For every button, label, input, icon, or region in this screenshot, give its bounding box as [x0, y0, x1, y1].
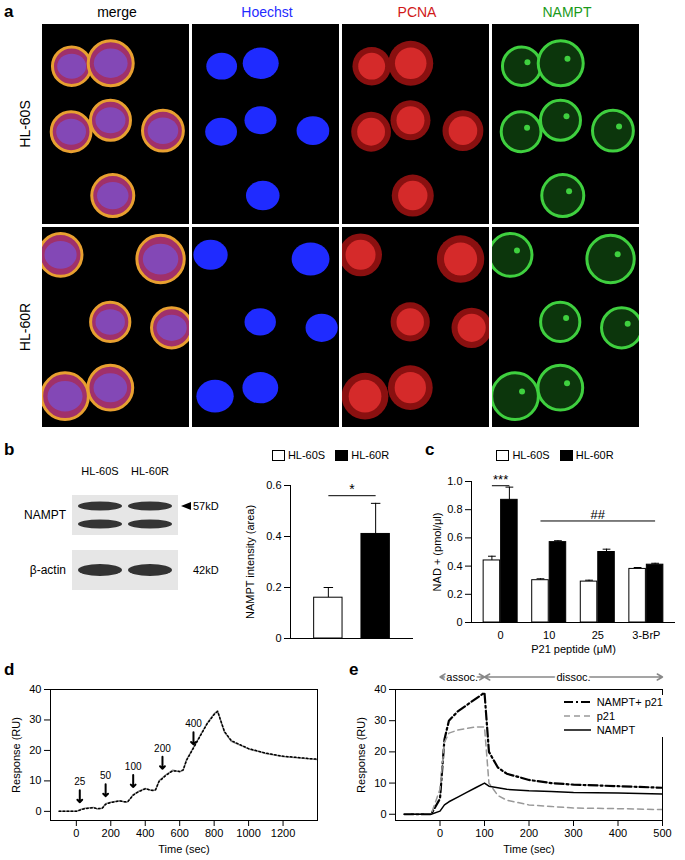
html-text:p21: p21	[596, 710, 615, 722]
svg-text:0.2: 0.2	[266, 581, 281, 593]
svg-text:40: 40	[29, 683, 41, 695]
svg-text:10: 10	[543, 629, 555, 641]
html-text:HL-60R: HL-60R	[351, 448, 390, 461]
svg-text:HL-60R: HL-60R	[17, 303, 33, 351]
html-text:b: b	[4, 440, 15, 459]
html-text:a: a	[4, 2, 14, 21]
svg-text:0: 0	[73, 827, 79, 839]
html-text:c: c	[425, 440, 435, 459]
svg-text:β-actin: β-actin	[30, 563, 66, 577]
svg-text:200: 200	[102, 827, 120, 839]
svg-text:Time (sec): Time (sec)	[158, 843, 210, 855]
svg-text:*: *	[349, 481, 355, 497]
svg-text:100: 100	[475, 827, 493, 839]
svg-text:3-BrP: 3-BrP	[632, 629, 660, 641]
svg-text:Response (RU): Response (RU)	[10, 717, 22, 793]
svg-text:800: 800	[205, 827, 223, 839]
svg-text:50: 50	[100, 770, 112, 781]
svg-text:400: 400	[136, 827, 154, 839]
svg-text:NAMPT intensity (area): NAMPT intensity (area)	[244, 505, 256, 619]
svg-text:Time (sec): Time (sec)	[503, 843, 555, 855]
svg-text:HL-60S: HL-60S	[81, 465, 118, 477]
svg-text:10: 10	[374, 777, 386, 789]
svg-text:assoc.: assoc.	[446, 671, 478, 683]
svg-text:0: 0	[498, 629, 504, 641]
html-text:d: d	[4, 660, 15, 679]
svg-text:0.6: 0.6	[266, 479, 281, 491]
svg-text:25: 25	[592, 629, 604, 641]
svg-text:P21 peptide (μM): P21 peptide (μM)	[531, 643, 616, 655]
svg-text:NAD + (pmol/μl): NAD + (pmol/μl)	[431, 513, 443, 592]
svg-text:400: 400	[609, 827, 627, 839]
svg-text:0.8: 0.8	[447, 503, 462, 515]
svg-text:0: 0	[456, 616, 462, 628]
svg-text:600: 600	[171, 827, 189, 839]
svg-text:500: 500	[653, 827, 671, 839]
svg-text:dissoc.: dissoc.	[556, 671, 590, 683]
svg-text:20: 20	[29, 744, 41, 756]
html-text:NAMPT+ p21: NAMPT+ p21	[596, 696, 663, 708]
svg-text:0: 0	[380, 808, 386, 820]
svg-text:PCNA: PCNA	[398, 4, 438, 20]
svg-text:0.4: 0.4	[447, 560, 462, 572]
svg-text:10: 10	[29, 774, 41, 786]
svg-text:30: 30	[374, 714, 386, 726]
svg-text:200: 200	[154, 743, 171, 754]
svg-text:HL-60R: HL-60R	[131, 465, 169, 477]
svg-text:57kD: 57kD	[193, 500, 219, 512]
svg-text:***: ***	[493, 472, 508, 487]
svg-text:1.0: 1.0	[447, 475, 462, 487]
html-text:HL-60R: HL-60R	[575, 448, 614, 461]
html-text:NAMPT: NAMPT	[596, 724, 636, 736]
svg-text:Hoechst: Hoechst	[241, 4, 292, 20]
svg-text:20: 20	[374, 745, 386, 757]
svg-text:HL-60S: HL-60S	[17, 100, 33, 147]
svg-text:25: 25	[74, 776, 86, 787]
svg-text:30: 30	[29, 713, 41, 725]
svg-text:##: ##	[591, 507, 606, 522]
svg-text:100: 100	[125, 761, 142, 772]
html-text:HL-60S: HL-60S	[287, 448, 326, 461]
svg-text:Response (RU): Response (RU)	[355, 717, 367, 793]
svg-text:0: 0	[437, 827, 443, 839]
svg-text:0.2: 0.2	[447, 588, 462, 600]
svg-text:200: 200	[520, 827, 538, 839]
svg-text:0: 0	[275, 632, 281, 644]
svg-text:0.6: 0.6	[447, 531, 462, 543]
svg-text:400: 400	[185, 718, 202, 729]
svg-text:42kD: 42kD	[193, 564, 219, 576]
html-text:e: e	[349, 660, 359, 679]
svg-text:1000: 1000	[236, 827, 260, 839]
html-text:HL-60S: HL-60S	[512, 448, 550, 461]
svg-text:300: 300	[564, 827, 582, 839]
svg-text:merge: merge	[97, 4, 137, 20]
svg-text:NAMPT: NAMPT	[543, 4, 592, 20]
svg-text:0.4: 0.4	[266, 530, 281, 542]
svg-text:1200: 1200	[271, 827, 295, 839]
svg-text:40: 40	[374, 683, 386, 695]
svg-text:NAMPT: NAMPT	[24, 508, 67, 522]
svg-text:0: 0	[35, 805, 41, 817]
